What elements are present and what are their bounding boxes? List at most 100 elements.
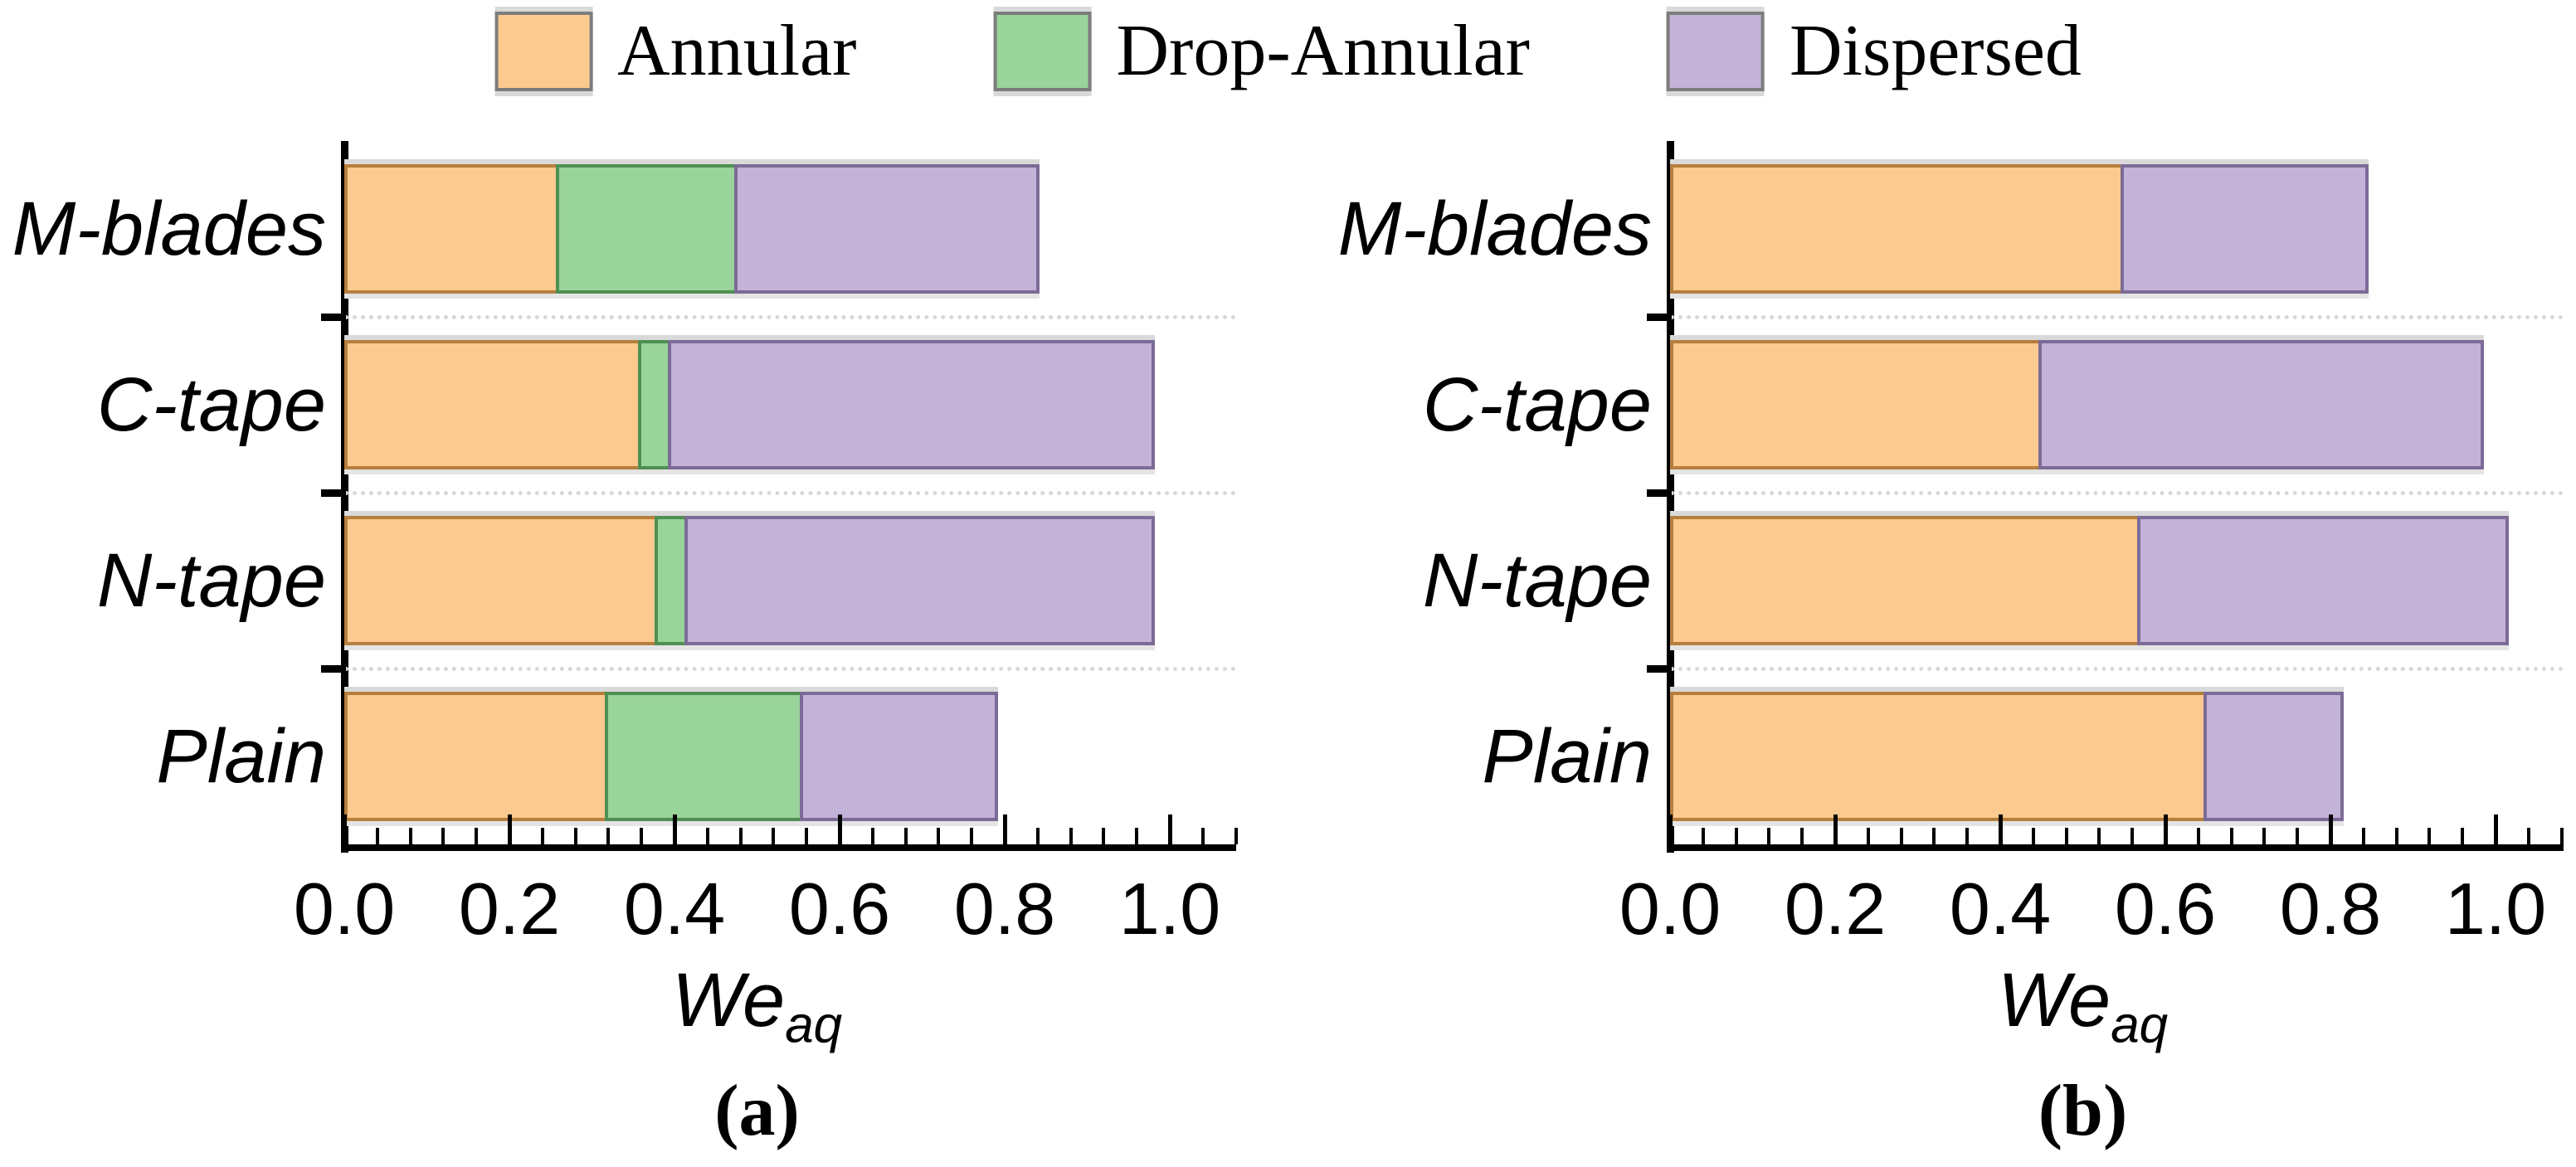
stacked-bar	[344, 164, 1040, 294]
x-axis-minor-tick	[1234, 828, 1238, 844]
x-axis-minor-tick	[1767, 828, 1771, 844]
x-axis-minor-tick	[1035, 828, 1040, 844]
x-axis-minor-tick	[640, 828, 644, 844]
x-axis-minor-tick	[606, 828, 611, 844]
category-label: C-tape	[96, 362, 326, 447]
x-axis-minor-tick	[2031, 828, 2035, 844]
x-axis-minor-tick	[573, 828, 577, 844]
y-axis-tick	[321, 489, 346, 497]
legend-label: Annular	[617, 11, 857, 91]
x-axis-major-tick	[343, 814, 347, 844]
x-axis-label: Weaq	[344, 962, 1170, 1051]
stacked-bar	[344, 340, 1155, 469]
x-axis-label-base: We	[671, 958, 786, 1043]
x-axis-major-tick	[673, 814, 677, 844]
x-axis-line	[344, 844, 1236, 851]
x-tick-label: 1.0	[2444, 868, 2547, 950]
x-axis-label-subscript: aq	[2111, 996, 2169, 1054]
stacked-bar	[1670, 340, 2484, 469]
y-axis-tick	[1647, 489, 1672, 497]
y-axis-tick	[1647, 314, 1672, 321]
x-axis-minor-tick	[1899, 828, 1903, 844]
bar-segment-dispersed	[2203, 692, 2344, 821]
category-label: N-tape	[1422, 538, 1652, 623]
x-axis-minor-tick	[2361, 828, 2365, 844]
bar-segment-annular	[344, 692, 608, 821]
x-axis-minor-tick	[1701, 828, 1705, 844]
legend-label: Drop-Annular	[1116, 11, 1530, 91]
category-label: M-blades	[1337, 187, 1652, 271]
stacked-bar	[344, 516, 1155, 645]
y-axis-line	[1667, 141, 1674, 853]
bar-segment-drop-annular	[655, 516, 688, 645]
x-tick-label: 0.4	[1949, 868, 2052, 950]
x-axis-major-tick	[508, 814, 512, 844]
gridline	[344, 491, 1236, 495]
y-axis-line	[341, 141, 348, 853]
stacked-bar	[1670, 692, 2344, 821]
x-axis-minor-tick	[738, 828, 743, 844]
x-axis-major-tick	[2164, 814, 2168, 844]
x-axis-minor-tick	[2296, 828, 2300, 844]
legend-swatch-dispersed	[1666, 12, 1765, 91]
gridline	[1670, 315, 2564, 319]
x-tick-label: 0.2	[1784, 868, 1887, 950]
x-axis-minor-tick	[1800, 828, 1804, 844]
chart-legend: Annular Drop-Annular Dispersed	[494, 12, 2082, 91]
bar-segment-drop-annular	[605, 692, 803, 821]
x-axis-label-base: We	[1997, 958, 2111, 1043]
legend-label: Dispersed	[1789, 11, 2082, 91]
legend-swatch-drop-annular	[993, 12, 1092, 91]
x-tick-label: 0.8	[2279, 868, 2382, 950]
legend-swatch-annular	[494, 12, 593, 91]
x-axis-minor-tick	[1734, 828, 1738, 844]
x-axis-minor-tick	[870, 828, 874, 844]
panel-caption: (a)	[714, 1071, 800, 1151]
bar-segment-dispersed	[668, 340, 1155, 469]
x-axis-minor-tick	[375, 828, 379, 844]
category-label: Plain	[156, 714, 326, 799]
x-axis-minor-tick	[2229, 828, 2233, 844]
x-axis-minor-tick	[540, 828, 544, 844]
x-axis-major-tick	[1833, 814, 1838, 844]
x-axis-minor-tick	[1932, 828, 1936, 844]
bar-segment-annular	[344, 340, 641, 469]
x-tick-label: 0.8	[953, 868, 1056, 950]
x-axis-minor-tick	[1866, 828, 1870, 844]
x-tick-label: 0.0	[293, 868, 396, 950]
panel-caption: (b)	[2038, 1071, 2128, 1151]
x-axis-major-tick	[2494, 814, 2498, 844]
y-axis-tick	[1647, 665, 1672, 673]
stacked-bar	[1670, 516, 2509, 645]
bar-segment-annular	[344, 164, 559, 294]
x-axis-minor-tick	[903, 828, 908, 844]
stacked-bar	[1670, 164, 2369, 294]
y-axis-tick	[321, 314, 346, 321]
x-axis-minor-tick	[705, 828, 709, 844]
gridline	[1670, 667, 2564, 671]
x-tick-label: 0.6	[788, 868, 891, 950]
gridline	[1670, 491, 2564, 495]
x-tick-label: 0.4	[623, 868, 726, 950]
x-axis-minor-tick	[2526, 828, 2530, 844]
x-axis-minor-tick	[805, 828, 809, 844]
category-label: N-tape	[96, 538, 326, 623]
category-label: C-tape	[1422, 362, 1652, 447]
legend-item: Annular	[494, 12, 856, 91]
bar-segment-dispersed	[2038, 340, 2484, 469]
x-axis-major-tick	[1003, 814, 1007, 844]
category-label: Plain	[1482, 714, 1652, 799]
x-axis-minor-tick	[937, 828, 941, 844]
x-axis-minor-tick	[2262, 828, 2267, 844]
x-axis-minor-tick	[408, 828, 412, 844]
y-axis-tick	[321, 665, 346, 673]
bar-segment-annular	[1670, 164, 2124, 294]
x-axis-minor-tick	[1965, 828, 1970, 844]
panel-b: M-blades C-tape N-tape Plain 0.0 0.2 0.4 0.6 0.8…	[1288, 141, 2576, 1167]
bar-segment-annular	[1670, 516, 2140, 645]
chart-panels: M-blades C-tape N-tape Plain 0.0 0.2 0.4 0.6 0.8…	[0, 141, 2576, 1167]
x-tick-label: 0.6	[2114, 868, 2217, 950]
x-axis-minor-tick	[2559, 828, 2564, 844]
x-axis-minor-tick	[1069, 828, 1073, 844]
